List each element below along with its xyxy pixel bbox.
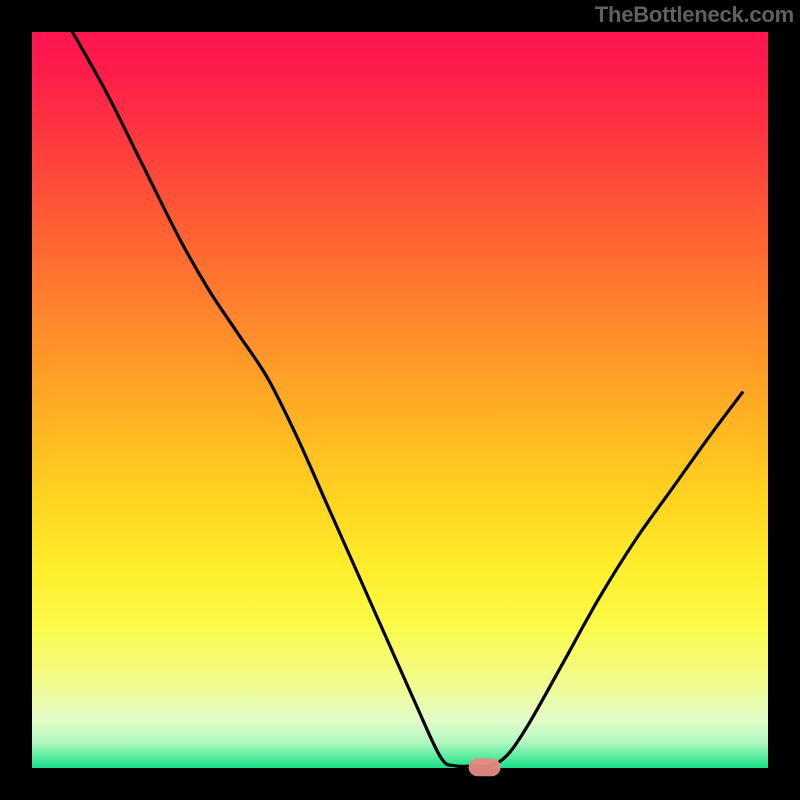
optimal-marker — [469, 758, 501, 776]
plot-background — [32, 32, 768, 768]
chart-svg — [0, 0, 800, 800]
watermark-text: TheBottleneck.com — [595, 2, 794, 28]
bottleneck-chart: TheBottleneck.com — [0, 0, 800, 800]
